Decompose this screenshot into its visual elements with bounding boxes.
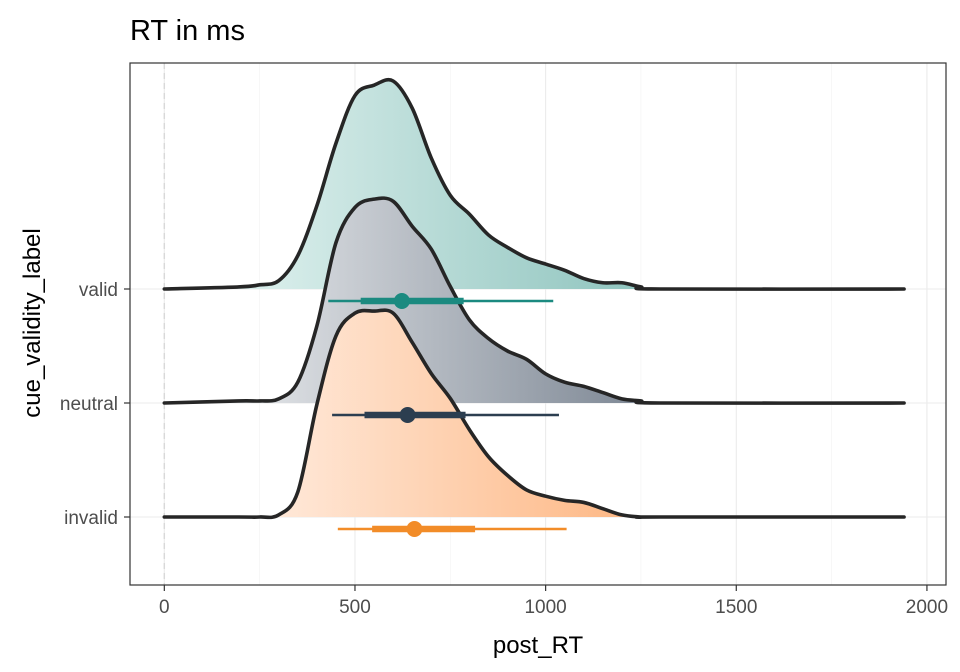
x-axis-title: post_RT [493, 632, 584, 659]
y-axis: invalid neutral valid [60, 280, 130, 529]
y-tick-label-valid: valid [79, 280, 118, 301]
plot-panel [129, 62, 947, 586]
y-tick-label-neutral: neutral [60, 394, 118, 415]
density-outline-invalid [162, 308, 906, 520]
x-tick-label: 500 [339, 597, 371, 618]
x-tick-label: 1500 [715, 597, 757, 618]
x-tick-label: 0 [159, 597, 170, 618]
density-fill-invalid [164, 310, 905, 518]
density-outline-neutral [162, 196, 906, 405]
x-tick-label: 2000 [906, 597, 948, 618]
interval-summaries [328, 293, 567, 537]
median-point-valid [393, 293, 410, 309]
y-axis-title: cue_validity_label [19, 228, 46, 417]
density-outline-valid [162, 77, 906, 291]
y-tick-label-invalid: invalid [64, 508, 118, 529]
chart-title: RT in ms [130, 15, 245, 47]
density-ridges [162, 77, 906, 520]
x-axis: 0 500 1000 1500 2000 [159, 585, 948, 618]
median-point-invalid [406, 521, 423, 537]
median-point-neutral [399, 407, 416, 423]
x-tick-label: 1000 [524, 597, 566, 618]
panel-border [129, 62, 947, 586]
